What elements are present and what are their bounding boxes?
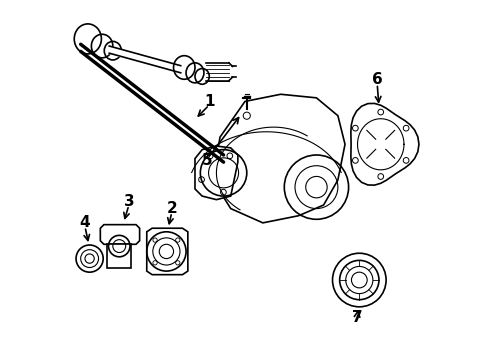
Text: 7: 7 <box>352 310 363 325</box>
Text: 4: 4 <box>80 215 90 230</box>
Polygon shape <box>100 225 140 244</box>
Polygon shape <box>351 103 419 185</box>
Text: 1: 1 <box>204 94 215 109</box>
Polygon shape <box>195 146 238 200</box>
Text: 2: 2 <box>167 201 177 216</box>
Polygon shape <box>107 244 131 267</box>
Text: 5: 5 <box>202 153 213 168</box>
Polygon shape <box>147 228 188 275</box>
Text: 3: 3 <box>123 194 134 209</box>
Text: 6: 6 <box>372 72 383 87</box>
Polygon shape <box>213 94 345 223</box>
